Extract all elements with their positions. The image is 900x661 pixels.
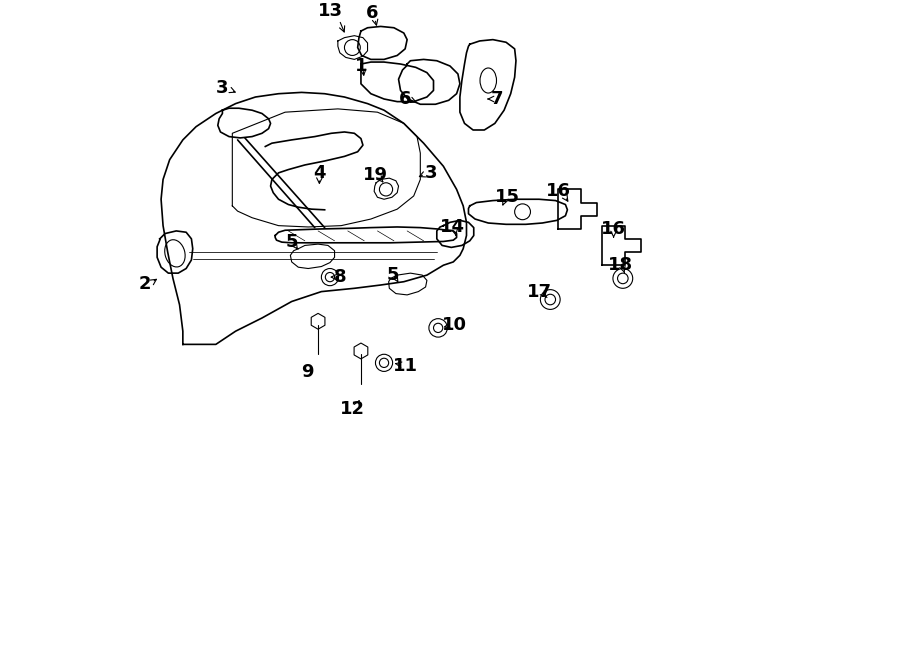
Text: 5: 5 [387,266,400,284]
Text: 16: 16 [546,182,572,200]
Text: 6: 6 [366,4,378,22]
Text: 4: 4 [313,164,326,182]
Text: 10: 10 [442,315,466,334]
Text: 5: 5 [285,233,298,251]
Text: 13: 13 [318,2,342,20]
Text: 9: 9 [302,363,314,381]
Text: 7: 7 [491,90,504,108]
Text: 11: 11 [392,357,418,375]
Text: 19: 19 [363,166,388,184]
Text: 15: 15 [495,188,520,206]
Text: 12: 12 [340,400,364,418]
Text: 17: 17 [527,283,553,301]
Text: 3: 3 [216,79,229,97]
Text: 6: 6 [399,90,411,108]
Text: 14: 14 [440,218,465,236]
Text: 16: 16 [601,220,626,238]
Text: 2: 2 [139,275,151,293]
Text: 1: 1 [355,57,367,75]
Text: 3: 3 [426,164,437,182]
Text: 8: 8 [334,268,346,286]
Text: 18: 18 [608,256,633,274]
